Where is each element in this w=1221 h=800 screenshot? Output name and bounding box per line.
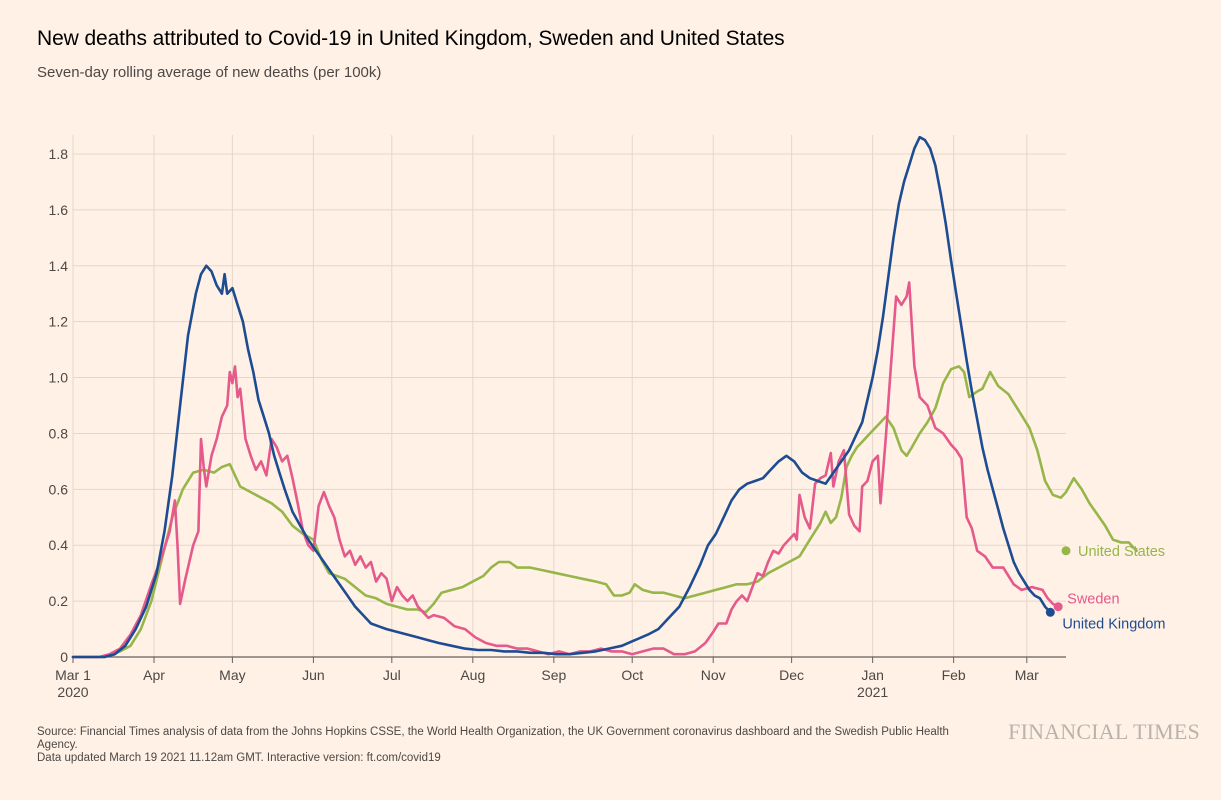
x-tick-label: Jan: [861, 667, 884, 683]
x-tick-label: Oct: [621, 667, 643, 683]
x-tick-label: Aug: [460, 667, 485, 683]
x-tick-label: Nov: [701, 667, 726, 683]
x-tick-label: Jul: [383, 667, 401, 683]
y-tick-label: 1.4: [49, 258, 69, 274]
x-tick-label: Jun: [302, 667, 325, 683]
x-tick-label: Mar: [1015, 667, 1039, 683]
x-tick-label: Dec: [779, 667, 804, 683]
y-tick-label: 0.4: [49, 537, 69, 553]
source-text: Source: Financial Times analysis of data…: [37, 726, 949, 751]
series-line-sweden: [71, 281, 1060, 659]
series-end-dot: [1045, 607, 1055, 617]
y-tick-label: 0: [60, 649, 68, 665]
series-line-united-states: [71, 365, 1138, 659]
y-tick-label: 0.8: [49, 425, 69, 441]
series-end-dot: [1061, 546, 1071, 556]
y-tick-label: 0.2: [49, 593, 69, 609]
chart-grid: [72, 135, 1066, 657]
chart-subtitle: Seven-day rolling average of new deaths …: [37, 64, 382, 81]
updated-text: Data updated March 19 2021 11.12am GMT. …: [37, 752, 441, 764]
x-tick-label: Apr: [143, 667, 165, 683]
source-note: Source: Financial Times analysis of data…: [37, 726, 987, 765]
x-tick-label: May: [219, 667, 245, 683]
x-tick-label: Mar 1: [55, 667, 91, 683]
y-tick-label: 1.2: [49, 314, 69, 330]
y-tick-label: 1.6: [49, 202, 69, 218]
series-line-united-kingdom: [71, 135, 1052, 659]
y-tick-label: 0.6: [49, 481, 69, 497]
x-tick-label: Sep: [541, 667, 566, 683]
series-label: United States: [1078, 544, 1165, 560]
chart-series: [71, 135, 1138, 659]
y-tick-label: 1.8: [49, 146, 69, 162]
chart-title: New deaths attributed to Covid-19 in Uni…: [37, 27, 785, 50]
x-tick-label: Feb: [942, 667, 966, 683]
x-tick-year-label: 2021: [857, 684, 888, 700]
series-label: Sweden: [1067, 592, 1119, 608]
series-end-dot: [1053, 602, 1063, 612]
series-label: United Kingdom: [1062, 616, 1165, 632]
x-tick-year-label: 2020: [57, 684, 88, 700]
ft-logo: FINANCIAL TIMES: [1008, 719, 1200, 744]
series-labels: United States Sweden United Kingdom: [1062, 544, 1165, 632]
y-tick-label: 1.0: [49, 370, 69, 386]
